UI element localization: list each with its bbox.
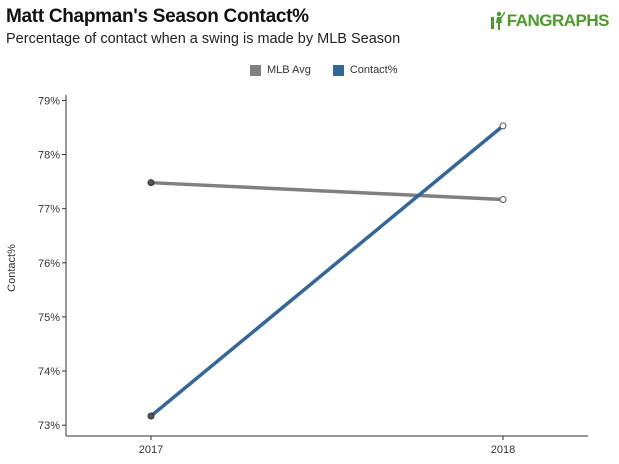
data-point-mlb-avg-2018[interactable] bbox=[499, 195, 507, 203]
chart-title: Matt Chapman's Season Contact% bbox=[6, 6, 309, 27]
chart-subtitle: Percentage of contact when a swing is ma… bbox=[6, 31, 401, 47]
legend: MLB Avg Contact% bbox=[250, 64, 420, 76]
legend-item-mlb-avg[interactable]: MLB Avg bbox=[250, 64, 311, 76]
y-axis-label: Contact% bbox=[6, 244, 18, 292]
legend-swatch-mlb-avg bbox=[250, 64, 261, 76]
data-point-contact-2017[interactable] bbox=[147, 412, 155, 420]
y-tick-label: 79% bbox=[38, 95, 60, 107]
axes: 73% 74% 75% 76% 77% 78% 79% 2017 2018 bbox=[38, 95, 588, 456]
batter-icon bbox=[490, 11, 505, 30]
legend-item-contact[interactable]: Contact% bbox=[332, 64, 398, 76]
series-line-contact bbox=[149, 124, 505, 418]
y-tick-label: 76% bbox=[38, 258, 60, 270]
legend-swatch-contact bbox=[332, 64, 344, 76]
y-tick-label: 74% bbox=[38, 366, 60, 378]
data-point-contact-2018[interactable] bbox=[499, 122, 507, 130]
legend-label-contact: Contact% bbox=[349, 64, 398, 76]
fangraphs-logo[interactable]: FANGRAPHS bbox=[490, 10, 610, 32]
logo-text: FANGRAPHS bbox=[506, 11, 610, 30]
x-tick-label: 2018 bbox=[491, 444, 515, 456]
legend-label-mlb-avg: MLB Avg bbox=[267, 64, 311, 76]
y-tick-label: 73% bbox=[38, 420, 60, 432]
data-point-mlb-avg-2017[interactable] bbox=[147, 179, 155, 187]
y-tick-label: 75% bbox=[38, 312, 60, 324]
y-tick-label: 77% bbox=[38, 204, 60, 216]
x-tick-label: 2017 bbox=[139, 444, 163, 456]
series-layer bbox=[147, 122, 507, 420]
series-line-mlb-avg bbox=[149, 180, 505, 202]
y-tick-label: 78% bbox=[38, 150, 60, 162]
